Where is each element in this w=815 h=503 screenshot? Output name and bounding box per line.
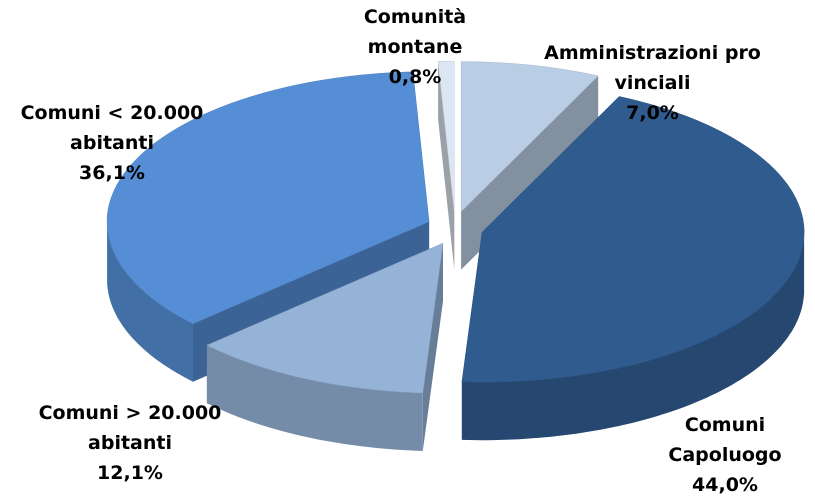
slice-wall (461, 232, 805, 441)
slice-wall (107, 221, 193, 382)
category-label: Amministrazioni provinciali (544, 42, 761, 94)
slice-label: Comuni Capoluogo 44,0% (665, 410, 785, 500)
value-label: 0,8% (388, 66, 442, 88)
value-label: 12,1% (97, 462, 163, 484)
slice (461, 96, 805, 383)
value-label: 7,0% (626, 102, 679, 124)
slice-label: Comuni > 20.000 abitanti 12,1% (20, 398, 240, 488)
slice-wall (206, 345, 423, 451)
category-label: Comunità montane (363, 6, 467, 58)
value-label: 36,1% (79, 162, 145, 184)
slice (437, 60, 455, 212)
slice-label: Comuni < 20.000 abitanti 36,1% (2, 98, 222, 188)
slice (460, 61, 599, 213)
category-label: Comuni > 20.000 abitanti (38, 402, 222, 454)
slice-side (438, 61, 455, 270)
value-label: 44,0% (692, 474, 758, 496)
slice (206, 242, 444, 394)
category-label: Comuni Capoluogo (668, 414, 782, 466)
slice (106, 71, 430, 324)
slice-label: Amministrazioni provinciali 7,0% (540, 38, 765, 128)
category-label: Comuni < 20.000 abitanti (20, 102, 204, 154)
slice-label: Comunità montane 0,8% (340, 2, 490, 92)
